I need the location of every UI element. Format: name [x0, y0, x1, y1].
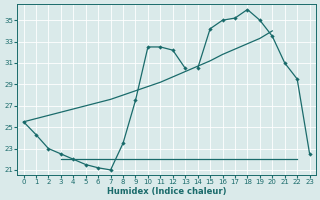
X-axis label: Humidex (Indice chaleur): Humidex (Indice chaleur): [107, 187, 226, 196]
